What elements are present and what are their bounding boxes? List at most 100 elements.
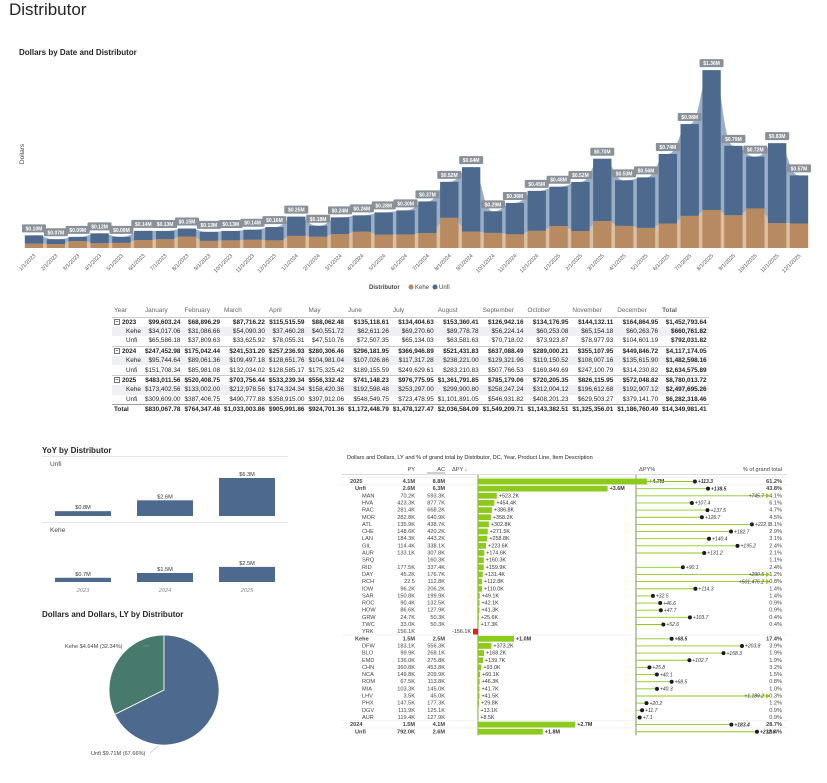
var-py-value: 1.5M xyxy=(403,722,416,728)
matrix-col-header[interactable]: September xyxy=(482,307,514,315)
pct-dot xyxy=(749,522,754,527)
kehe-column xyxy=(527,230,546,248)
matrix-col-header[interactable]: April xyxy=(268,307,282,315)
yoy-x-tick: 2024 xyxy=(158,588,171,594)
collapse-icon[interactable]: − xyxy=(114,318,120,325)
var-ac-value: 160.3K xyxy=(427,558,445,564)
delta-bar-label: +93.0K xyxy=(483,665,501,671)
x-tick-label: 3/1/2023 xyxy=(62,253,81,272)
pie-visual[interactable]: Dollars and Dollars, LY by Distributor K… xyxy=(42,610,288,770)
pct-dot xyxy=(721,651,726,656)
var-ac-value: 640.9K xyxy=(427,515,445,521)
matrix-cell: $483,011.56 xyxy=(142,374,183,385)
collapse-icon[interactable]: − xyxy=(114,347,120,354)
total-data-label: $0.16M xyxy=(266,218,283,224)
matrix-cell: $253,297.00 xyxy=(390,384,436,395)
matrix-cell: $144,132.11 xyxy=(570,316,616,327)
matrix-col-header[interactable]: February xyxy=(184,307,211,315)
pct-label: +103.7 xyxy=(693,615,709,621)
matrix-col-header[interactable]: June xyxy=(348,307,362,315)
pct-dot xyxy=(693,586,698,591)
var-row-label: LHV xyxy=(362,694,373,700)
yoy-bar-label: $0.8M xyxy=(75,505,91,511)
matrix-cell: $37,460.28 xyxy=(266,326,307,337)
matrix-visual[interactable]: Year January February March April May June July… xyxy=(112,305,709,414)
matrix-cell: $151,708.34 xyxy=(144,366,181,374)
yoy-visual[interactable]: YoY by Distributor Unfi $0.8M $2.6M $6.3M Ke… xyxy=(42,446,288,596)
pct-label: +138.5 xyxy=(711,486,727,492)
matrix-cell: $572,048.82 xyxy=(615,374,661,385)
pct-label: +131.2 xyxy=(707,551,723,557)
matrix-cell: $173,402.56 xyxy=(142,384,183,395)
var-row-label: CHE xyxy=(362,529,374,535)
grand-total-value: 1.2% xyxy=(769,572,782,578)
matrix-cell: $119,150.52 xyxy=(525,355,571,366)
total-data-label-bg xyxy=(240,218,265,227)
area-chart-visual[interactable]: Dollars by Date and Distributor $0.10M 1/… xyxy=(14,44,814,294)
delta-bar-label: +4.7M xyxy=(649,479,665,485)
matrix-cell: $1,186,760.49 xyxy=(615,403,661,414)
matrix-col-header[interactable]: August xyxy=(437,307,458,315)
x-tick-label: 11/1/2025 xyxy=(760,253,781,274)
var-ac-value: 145.0K xyxy=(427,686,445,692)
matrix-col-header[interactable]: July xyxy=(392,307,405,315)
matrix-row: −2025 $483,011.56 $520,408.75 $703,756.44 $5… xyxy=(112,374,709,385)
matrix-cell: $309,609.00 xyxy=(144,395,181,403)
pct-label: +40.1 xyxy=(660,672,673,678)
matrix-col-header[interactable]: May xyxy=(308,307,321,315)
pct-label: +126.7 xyxy=(705,515,721,521)
matrix-col-header[interactable]: Year xyxy=(114,307,127,315)
matrix-cell: $1,452,793.64 xyxy=(660,316,709,327)
matrix-row-label[interactable]: −2023 xyxy=(112,316,143,327)
collapse-icon[interactable]: − xyxy=(114,377,120,384)
matrix-col-header[interactable]: March xyxy=(224,307,242,315)
matrix-row-label[interactable]: −2025 xyxy=(112,374,143,385)
grand-total-value: 1.4% xyxy=(769,593,782,599)
total-data-label: $0.83M xyxy=(769,134,786,140)
matrix-cell: $723,478.95 xyxy=(398,395,434,403)
total-data-label-bg xyxy=(22,224,46,233)
area-chart-title: Dollars by Date and Distributor xyxy=(19,48,137,57)
matrix-col-header[interactable]: January xyxy=(144,307,168,315)
matrix-col-header[interactable]: November xyxy=(572,307,602,315)
matrix-cell: $212,978.56 xyxy=(222,384,267,395)
delta-bar-label: +3.6M xyxy=(610,486,626,492)
var-row-label: MAN xyxy=(362,493,374,499)
x-tick-label: 5/1/2024 xyxy=(368,253,387,272)
delta-bar xyxy=(478,671,481,678)
var-py-value: 150.8K xyxy=(397,593,415,599)
x-tick-label: 12/1/2023 xyxy=(257,253,278,274)
matrix-cell: $258,247.24 xyxy=(480,384,526,395)
grand-total-value: 0.4% xyxy=(769,622,782,628)
x-tick-label: 6/1/2025 xyxy=(652,253,671,272)
matrix-cell: $104,981.04 xyxy=(306,355,346,366)
matrix-cell: $70,718.02 xyxy=(491,337,524,345)
x-tick-label: 9/1/2023 xyxy=(193,253,212,272)
matrix-cell: $174,324.34 xyxy=(266,384,307,395)
x-tick-label: 9/1/2024 xyxy=(455,253,474,272)
delta-bar xyxy=(478,650,485,656)
legend-kehe-label: Kehe xyxy=(415,285,430,291)
x-tick-label: 10/1/2025 xyxy=(737,253,758,274)
matrix-row: −2024 $247,452.98 $175,042.44 $241,531.20 $2… xyxy=(112,345,709,356)
matrix-cell: $449,846.72 xyxy=(615,345,661,356)
matrix-cell: $128,651.76 xyxy=(266,355,307,366)
pct-label: +203.8 xyxy=(745,644,761,650)
var-row-label: Unfi xyxy=(355,486,366,492)
yoy-title: YoY by Distributor xyxy=(42,446,112,455)
var-py-value: 45.2K xyxy=(400,572,415,578)
kehe-column xyxy=(24,243,44,248)
matrix-col-header[interactable]: Total xyxy=(662,307,677,315)
pct-label: +25.8 xyxy=(652,665,665,671)
matrix-col-header[interactable]: October xyxy=(527,307,551,315)
delta-bar-label: +223.6K xyxy=(488,543,509,549)
var-ac-value: 127.9K xyxy=(427,608,445,614)
delta-bar-label: +454.4K xyxy=(496,500,517,506)
matrix-cell: $312,004.12 xyxy=(525,384,571,395)
kehe-slice-label: Kehe $4.64M (32.34%) xyxy=(65,644,123,650)
variance-visual[interactable]: Dollars and Dollars, LY and % of grand t… xyxy=(342,455,812,783)
total-data-label-bg xyxy=(43,228,68,237)
matrix-row-label[interactable]: −2024 xyxy=(112,345,143,356)
matrix-col-header[interactable]: December xyxy=(617,307,647,315)
var-row-label: SRQ xyxy=(362,558,375,564)
